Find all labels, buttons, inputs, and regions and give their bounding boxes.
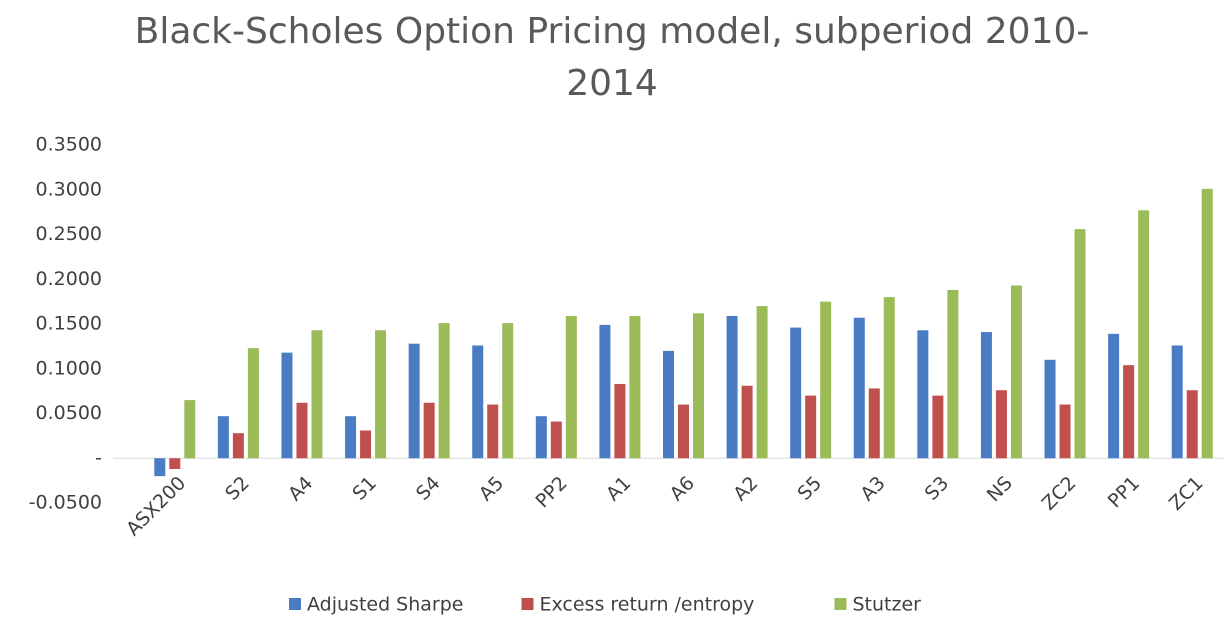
- x-tick-label: A4: [284, 472, 317, 505]
- bar: [535, 416, 547, 459]
- bar: [599, 324, 611, 459]
- x-tick-label: PP1: [1104, 472, 1144, 512]
- y-tick-label: 0.1000: [36, 357, 102, 379]
- x-tick-label: NS: [983, 472, 1017, 506]
- bar: [550, 421, 562, 459]
- x-tick-label: A2: [729, 472, 762, 505]
- bar: [932, 395, 944, 459]
- bar: [726, 315, 738, 459]
- bar: [1138, 210, 1150, 459]
- bar: [169, 458, 181, 469]
- x-tick-label: S2: [221, 472, 254, 505]
- x-tick-label: A1: [602, 472, 635, 505]
- x-tick-label: S3: [921, 472, 954, 505]
- bar: [995, 390, 1007, 459]
- legend-label: Stutzer: [853, 594, 922, 616]
- bar: [678, 404, 689, 459]
- y-tick-label: 0.0500: [36, 402, 102, 424]
- bar: [1074, 229, 1086, 459]
- bar: [360, 430, 372, 459]
- legend-swatch: [521, 598, 534, 610]
- y-tick-label: 0.2000: [36, 268, 102, 290]
- bar: [1044, 359, 1056, 459]
- bar: [217, 416, 229, 459]
- bar: [1123, 365, 1135, 459]
- bar: [154, 458, 166, 477]
- bar: [756, 306, 768, 459]
- legend-swatch: [834, 598, 847, 610]
- x-tick-label: S1: [348, 472, 381, 505]
- bar: [1108, 333, 1120, 459]
- y-tick-label: 0.3000: [36, 178, 102, 200]
- bar: [1059, 404, 1071, 459]
- y-tick-label: 0.1500: [36, 313, 102, 335]
- bar: [345, 416, 357, 459]
- bar: [947, 289, 959, 459]
- legend-swatch: [289, 598, 301, 610]
- bar: [565, 315, 577, 459]
- bar: [487, 404, 499, 459]
- legend-label: Excess return /entropy: [540, 594, 755, 616]
- x-tick-label: A5: [475, 472, 508, 505]
- bar: [1201, 188, 1213, 459]
- bar: [868, 388, 880, 459]
- x-tick-label: A3: [856, 472, 889, 505]
- bar: [232, 433, 244, 459]
- bar: [502, 323, 514, 459]
- bar: [883, 297, 895, 459]
- bar: [311, 330, 323, 459]
- bar: [790, 327, 802, 459]
- y-tick-label: -0.0500: [29, 492, 102, 514]
- chart-title: Black-Scholes Option Pricing model, subp…: [134, 11, 1090, 104]
- x-tick-label: ZC2: [1038, 472, 1081, 515]
- bar: [247, 348, 259, 459]
- bar: [184, 400, 196, 459]
- bar: [423, 402, 435, 459]
- bar: [281, 352, 293, 459]
- x-tick-label: ZC1: [1165, 472, 1208, 515]
- bar: [741, 385, 753, 459]
- bar: [629, 315, 641, 459]
- y-tick-label: 0.2500: [36, 223, 102, 245]
- bar: [693, 313, 704, 459]
- x-tick-label: PP2: [531, 472, 571, 512]
- x-tick-label: S4: [412, 472, 445, 505]
- bar: [438, 323, 450, 459]
- x-tick-label: A6: [666, 472, 699, 505]
- bar: [663, 350, 674, 459]
- bar: [1010, 285, 1022, 459]
- bar: [472, 345, 484, 459]
- legend-label: Adjusted Sharpe: [307, 594, 464, 616]
- bar: [296, 402, 308, 459]
- bar: [408, 343, 420, 459]
- bar: [805, 395, 817, 459]
- bar: [917, 330, 929, 459]
- bar: [853, 317, 865, 459]
- bar: [1171, 345, 1183, 459]
- bar: [980, 332, 992, 459]
- bar: [820, 301, 832, 459]
- bar: [1186, 390, 1198, 459]
- x-tick-label: S5: [793, 472, 826, 505]
- y-tick-label: -: [95, 447, 102, 469]
- y-tick-label: 0.3500: [36, 134, 102, 156]
- bar: [614, 383, 626, 459]
- bar: [375, 330, 387, 459]
- x-tick-label: ASX200: [122, 472, 190, 540]
